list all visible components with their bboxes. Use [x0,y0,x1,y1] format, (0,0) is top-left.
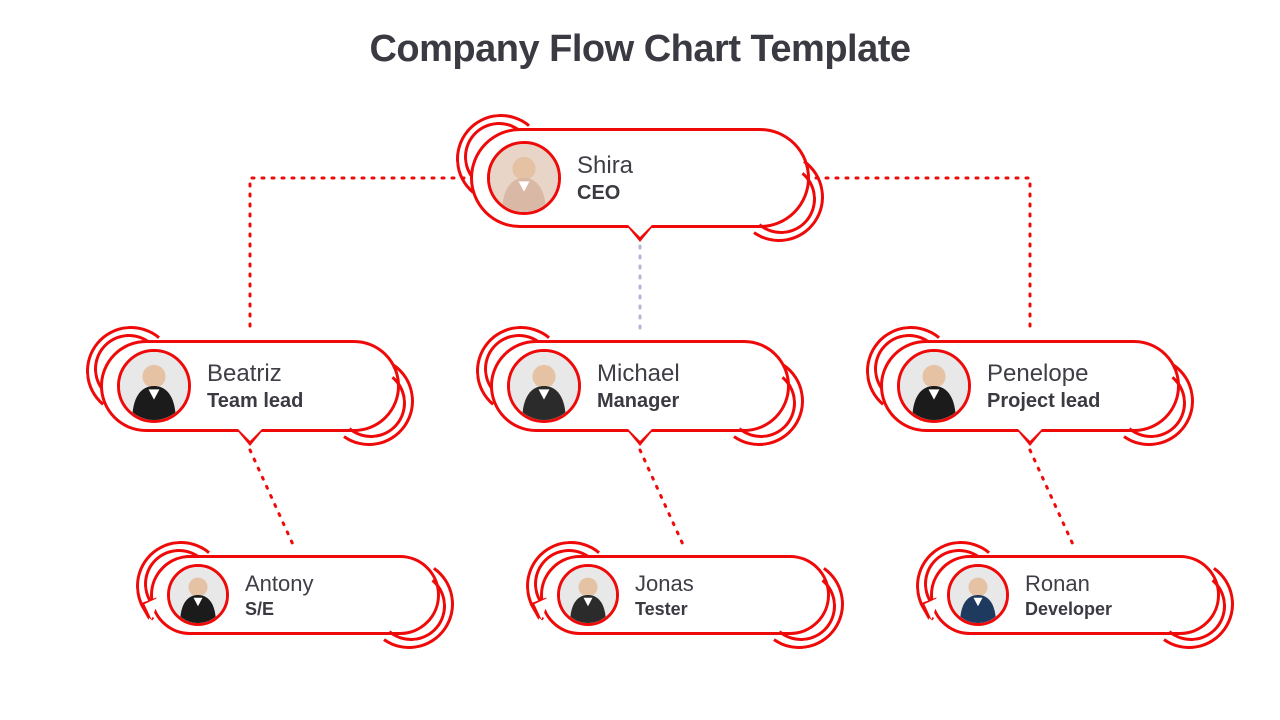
org-node-qa: Jonas Tester [540,555,830,635]
avatar-icon [510,352,578,420]
avatar [167,564,229,626]
org-node-ceo: Shira CEO [470,128,810,228]
org-node-tl: Beatriz Team lead [100,340,400,432]
avatar [487,141,561,215]
person-name: Ronan [1025,571,1112,597]
org-card: Antony S/E [150,555,440,635]
person-name: Shira [577,152,633,180]
person-name: Antony [245,571,314,597]
person-role: Tester [635,599,694,620]
avatar-icon [490,144,558,212]
person-name: Michael [597,360,680,388]
org-card: Ronan Developer [930,555,1220,635]
avatar [897,349,971,423]
org-node-dev: Ronan Developer [930,555,1220,635]
avatar-icon [170,567,226,623]
org-card: Michael Manager [490,340,790,432]
org-node-pl: Penelope Project lead [880,340,1180,432]
person-role: S/E [245,599,314,620]
avatar [117,349,191,423]
avatar-icon [950,567,1006,623]
avatar [947,564,1009,626]
org-chart-canvas: Shira CEO Beatriz Team lead [0,0,1280,720]
avatar-icon [900,352,968,420]
org-card: Beatriz Team lead [100,340,400,432]
person-role: Developer [1025,599,1112,620]
person-name: Penelope [987,360,1100,388]
org-node-mgr: Michael Manager [490,340,790,432]
org-node-se: Antony S/E [150,555,440,635]
person-role: CEO [577,182,633,205]
org-card: Shira CEO [470,128,810,228]
org-card: Jonas Tester [540,555,830,635]
org-card: Penelope Project lead [880,340,1180,432]
avatar-icon [120,352,188,420]
person-name: Jonas [635,571,694,597]
person-role: Team lead [207,390,303,413]
person-role: Project lead [987,390,1100,413]
avatar [507,349,581,423]
avatar-icon [560,567,616,623]
person-name: Beatriz [207,360,303,388]
person-role: Manager [597,390,680,413]
avatar [557,564,619,626]
